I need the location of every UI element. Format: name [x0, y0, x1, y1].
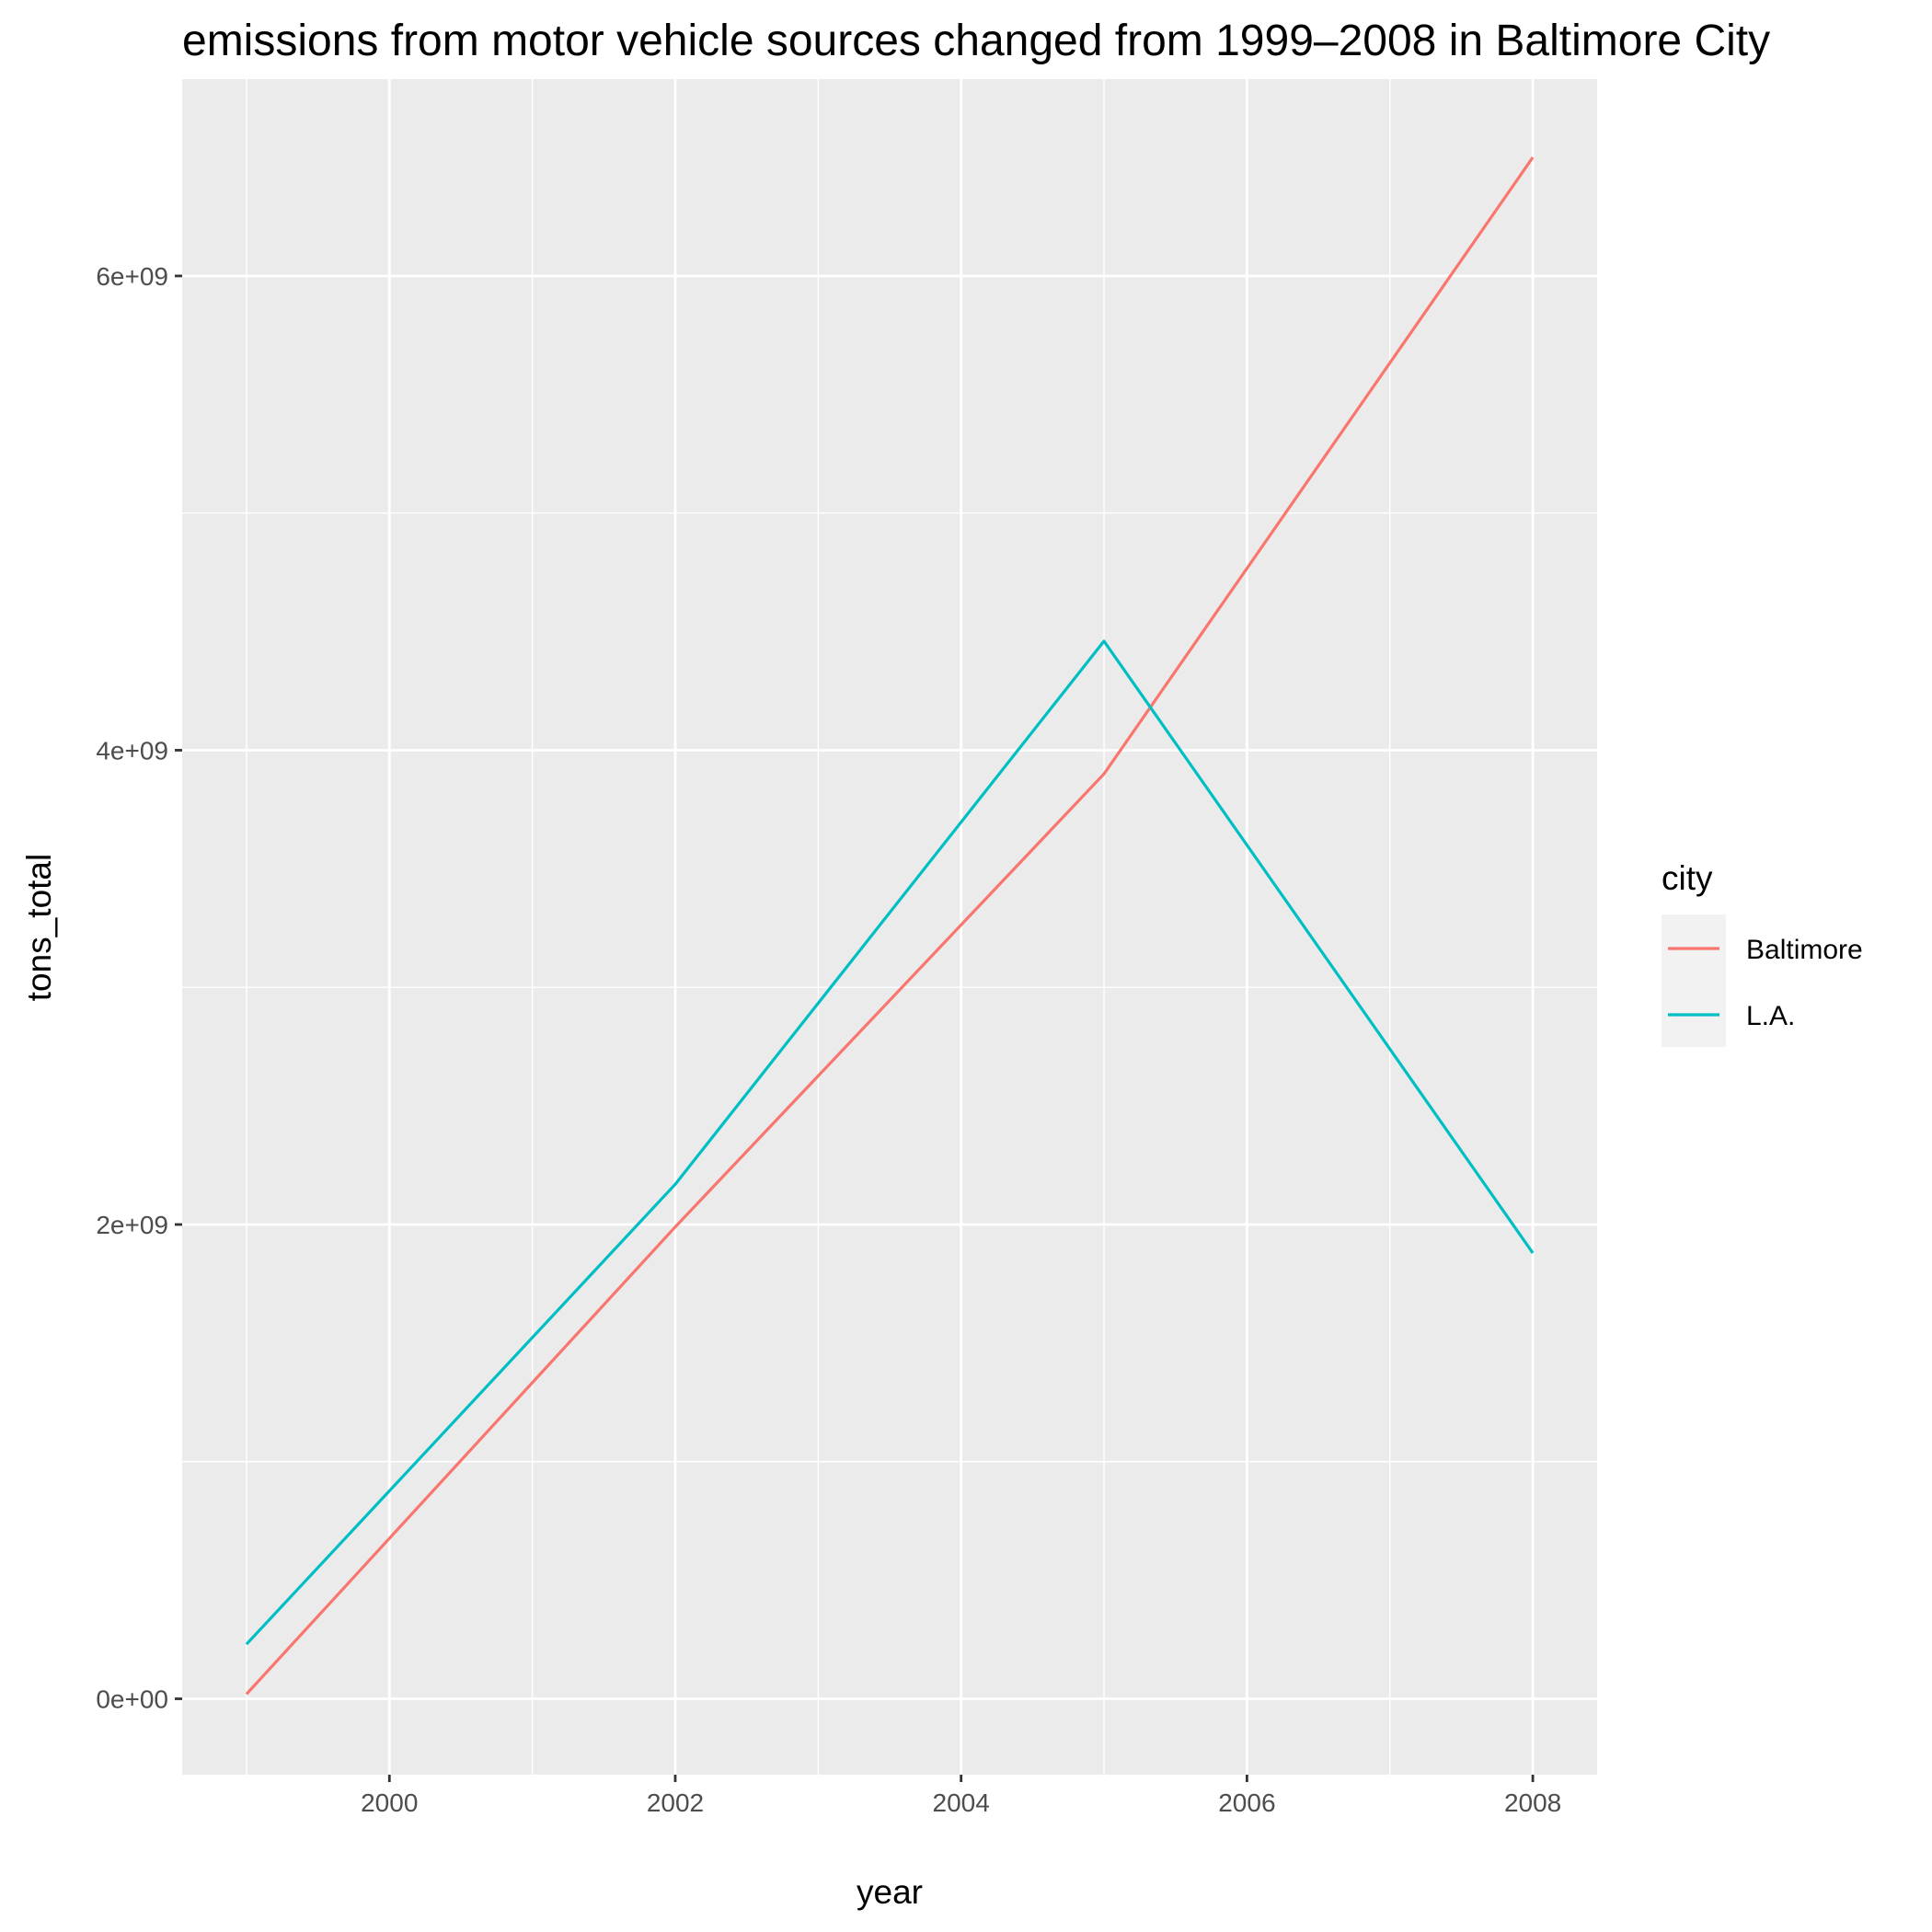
y-axis: 0e+00 2e+09 4e+09 6e+09	[96, 262, 182, 1714]
chart-title: emissions from motor vehicle sources cha…	[182, 17, 1770, 65]
series-line-l-a	[245, 639, 1535, 1646]
series-lines	[245, 156, 1535, 1696]
legend-key-background	[1662, 914, 1726, 1047]
x-axis: 2000 2002 2004 2006 2008	[361, 1775, 1561, 1817]
x-tick-label: 2004	[933, 1788, 990, 1817]
y-tick-label: 2e+09	[96, 1211, 168, 1239]
x-axis-title: year	[857, 1873, 923, 1911]
series-line-baltimore	[245, 156, 1535, 1696]
y-tick-label: 6e+09	[96, 262, 168, 291]
plot-panel	[182, 79, 1597, 1775]
legend-title: city	[1662, 859, 1713, 897]
x-tick-label: 2006	[1218, 1788, 1275, 1817]
y-tick-label: 0e+00	[96, 1685, 168, 1714]
x-tick-label: 2008	[1504, 1788, 1561, 1817]
legend-label: L.A.	[1746, 1001, 1795, 1031]
legend: city Baltimore L.A.	[1662, 859, 1863, 1047]
major-gridlines	[182, 79, 1597, 1775]
legend-label: Baltimore	[1746, 935, 1863, 965]
y-tick-label: 4e+09	[96, 736, 168, 765]
x-tick-label: 2002	[647, 1788, 704, 1817]
x-tick-label: 2000	[361, 1788, 418, 1817]
y-axis-title: tons_total	[20, 854, 58, 1001]
legend-items: Baltimore L.A.	[1668, 935, 1863, 1031]
